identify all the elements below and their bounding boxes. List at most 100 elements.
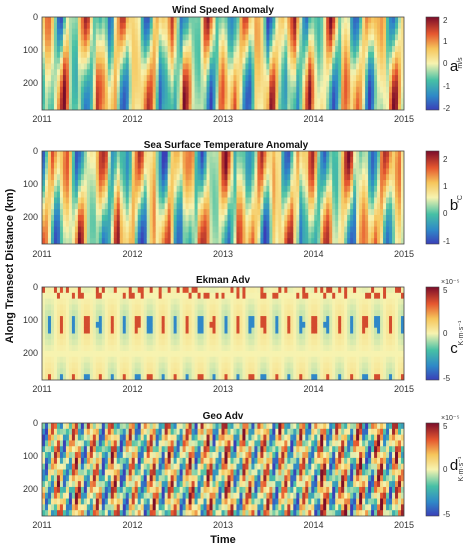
heatmap-cell <box>254 191 258 198</box>
heatmap-cell <box>119 350 124 358</box>
panel-title: Sea Surface Temperature Anomaly <box>144 140 309 151</box>
heatmap-cell <box>65 345 70 352</box>
heatmap-cell <box>176 310 181 317</box>
heatmap-cell <box>164 28 169 35</box>
heatmap-cell <box>161 162 166 169</box>
heatmap-cell <box>359 232 363 239</box>
heatmap-cell <box>374 51 378 59</box>
heatmap-cell <box>317 34 321 41</box>
heatmap-cell <box>170 368 175 375</box>
heatmap-cell <box>245 180 249 187</box>
heatmap-cell <box>227 203 231 210</box>
heatmap-cell <box>80 356 85 363</box>
heatmap-cell <box>95 22 100 30</box>
heatmap-cell <box>239 156 243 164</box>
heatmap-cell <box>230 40 234 47</box>
heatmap-cell <box>185 226 189 233</box>
heatmap-cell <box>101 69 106 76</box>
heatmap-cell <box>62 156 67 164</box>
heatmap-cell <box>350 69 354 76</box>
heatmap-cell <box>194 339 198 346</box>
heatmap-cell <box>314 214 318 222</box>
heatmap-cell <box>125 80 130 88</box>
heatmap-cell <box>170 327 175 334</box>
heatmap-cell <box>68 17 73 24</box>
heatmap-cell <box>386 28 390 35</box>
heatmap-cell <box>275 40 279 47</box>
heatmap-cell <box>299 86 303 93</box>
heatmap-cell <box>341 220 345 227</box>
heatmap-cell <box>386 162 390 169</box>
heatmap-cell <box>368 63 372 70</box>
heatmap-cell <box>53 292 58 300</box>
heatmap-cell <box>92 151 97 158</box>
heatmap-cell <box>137 51 142 59</box>
heatmap-cell <box>128 17 133 24</box>
heatmap-cell <box>392 214 396 222</box>
heatmap-cell <box>164 197 169 204</box>
heatmap-cell <box>191 356 195 363</box>
heatmap-cell <box>77 345 82 352</box>
heatmap-cell <box>284 28 288 35</box>
heatmap-cell <box>137 80 142 88</box>
heatmap-cell <box>197 156 201 164</box>
heatmap-cell <box>392 22 396 30</box>
heatmap-cell <box>365 197 369 204</box>
heatmap-cell <box>227 333 231 340</box>
heatmap-cell <box>305 57 309 64</box>
heatmap-cell <box>113 350 118 358</box>
heatmap-cell <box>368 226 372 233</box>
heatmap-cell <box>131 156 136 164</box>
heatmap-cell <box>197 292 201 300</box>
heatmap-cell <box>197 238 201 244</box>
heatmap-cell <box>209 333 213 340</box>
heatmap-cell <box>353 180 357 187</box>
heatmap-cell <box>86 345 91 352</box>
heatmap-cell <box>77 356 82 363</box>
heatmap-cell <box>170 174 175 181</box>
heatmap-cell <box>42 292 46 300</box>
heatmap-cell <box>272 151 276 158</box>
heatmap-cell <box>116 220 121 227</box>
heatmap-cell <box>398 180 402 187</box>
heatmap-cell <box>44 304 49 311</box>
heatmap-cell <box>287 40 291 47</box>
heatmap-cell <box>383 46 387 53</box>
heatmap-cell <box>296 156 300 164</box>
heatmap-cell <box>335 197 339 204</box>
heatmap-cell <box>239 345 243 352</box>
heatmap-cell <box>353 40 357 47</box>
heatmap-cell <box>173 345 178 352</box>
heatmap-cell <box>80 34 85 41</box>
heatmap-cell <box>47 214 52 222</box>
heatmap-cell <box>290 151 294 158</box>
heatmap-cell <box>56 350 61 358</box>
heatmap-cell <box>65 92 70 99</box>
heatmap-cell <box>155 162 160 169</box>
x-tick-label: 2011 <box>32 249 51 259</box>
heatmap-cell <box>380 22 384 30</box>
heatmap-cell <box>86 57 91 64</box>
heatmap-cell <box>236 51 240 59</box>
heatmap-cell <box>47 368 52 375</box>
heatmap-cell <box>353 197 357 204</box>
heatmap-cell <box>167 333 172 340</box>
heatmap-cell <box>182 168 186 175</box>
heatmap-cell <box>383 156 387 164</box>
heatmap-cell <box>359 104 363 110</box>
heatmap-cell <box>122 220 127 227</box>
heatmap-cell <box>110 191 115 198</box>
heatmap-cell <box>221 180 225 187</box>
heatmap-cell <box>233 69 237 76</box>
heatmap-cell <box>308 220 312 227</box>
heatmap-cell <box>42 316 46 323</box>
heatmap-cell <box>281 226 285 233</box>
heatmap-cell <box>182 57 186 64</box>
heatmap-cell <box>389 226 393 233</box>
heatmap-cell <box>296 63 300 70</box>
heatmap-cell <box>134 168 139 175</box>
heatmap-cell <box>194 191 198 198</box>
heatmap-cell <box>83 51 88 59</box>
heatmap-cell <box>143 75 148 82</box>
heatmap-cell <box>140 345 145 352</box>
